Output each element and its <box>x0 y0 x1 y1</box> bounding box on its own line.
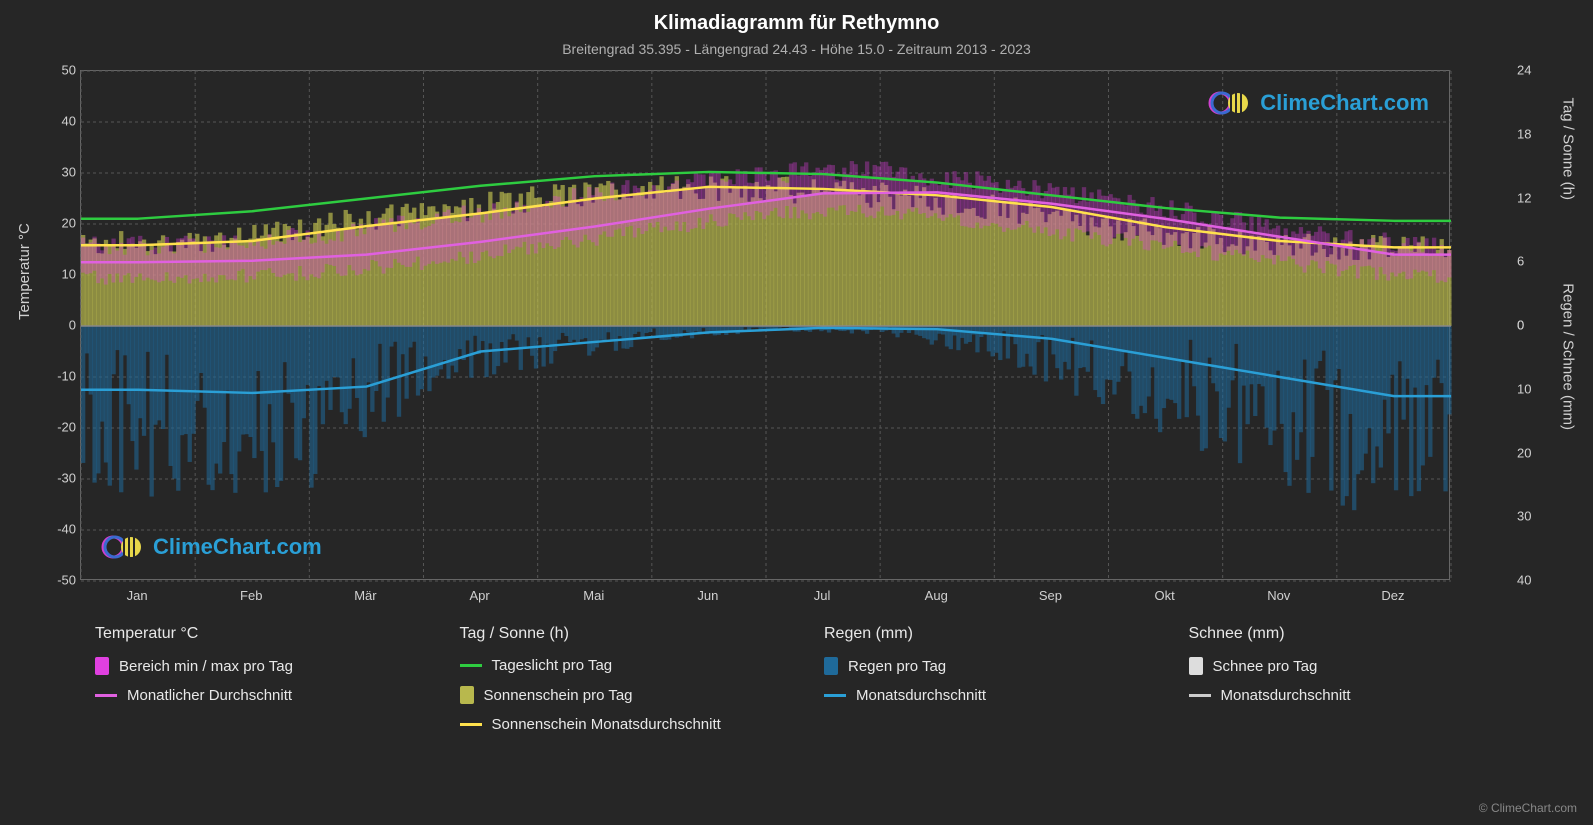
swatch-temp-avg <box>95 694 117 697</box>
xtick-month: Dez <box>1381 588 1404 603</box>
ytick-left: -40 <box>48 522 76 537</box>
chart-subtitle: Breitengrad 35.395 - Längengrad 24.43 - … <box>0 35 1593 57</box>
swatch-rain-line <box>824 694 846 697</box>
legend-header-rain: Regen (mm) <box>824 625 1169 643</box>
legend-col-sun: Tag / Sonne (h) Tageslicht pro Tag Sonne… <box>460 625 805 745</box>
legend-item-daylight: Tageslicht pro Tag <box>460 657 805 674</box>
xtick-month: Apr <box>469 588 489 603</box>
swatch-sunshine-bars <box>460 686 474 704</box>
y-axis-left-label: Temperatur °C <box>16 223 33 320</box>
y-axis-right-bottom-label: Regen / Schnee (mm) <box>1560 283 1577 430</box>
watermark-bottom: ClimeChart.com <box>101 533 322 561</box>
legend-label: Tageslicht pro Tag <box>492 657 613 674</box>
legend-label: Schnee pro Tag <box>1213 658 1318 675</box>
ytick-right-top: 24 <box>1517 63 1545 78</box>
legend-header-sun: Tag / Sonne (h) <box>460 625 805 643</box>
xtick-month: Mär <box>354 588 376 603</box>
xtick-month: Sep <box>1039 588 1062 603</box>
swatch-snow-bars <box>1189 657 1203 675</box>
ytick-left: 40 <box>48 114 76 129</box>
climechart-logo-icon <box>101 533 145 561</box>
ytick-right-bottom: 10 <box>1517 381 1545 396</box>
legend-item-temp-range: Bereich min / max pro Tag <box>95 657 440 675</box>
ytick-left: 30 <box>48 165 76 180</box>
legend-item-sunshine-bars: Sonnenschein pro Tag <box>460 686 805 704</box>
swatch-sunshine-line <box>460 723 482 726</box>
legend-label: Monatsdurchschnitt <box>1221 687 1351 704</box>
ytick-left: 20 <box>48 216 76 231</box>
xtick-month: Jan <box>127 588 148 603</box>
ytick-left: 50 <box>48 63 76 78</box>
legend-col-rain: Regen (mm) Regen pro Tag Monatsdurchschn… <box>824 625 1169 745</box>
ytick-right-top: 12 <box>1517 190 1545 205</box>
legend-item-temp-avg: Monatlicher Durchschnitt <box>95 687 440 704</box>
ytick-right-bottom: 0 <box>1517 318 1545 333</box>
xtick-month: Jun <box>697 588 718 603</box>
legend-label: Regen pro Tag <box>848 658 946 675</box>
legend-item-rain-avg: Monatsdurchschnitt <box>824 687 1169 704</box>
legend: Temperatur °C Bereich min / max pro Tag … <box>95 625 1533 745</box>
legend-label: Monatlicher Durchschnitt <box>127 687 292 704</box>
legend-item-rain-bars: Regen pro Tag <box>824 657 1169 675</box>
ytick-right-bottom: 20 <box>1517 445 1545 460</box>
legend-label: Sonnenschein pro Tag <box>484 687 633 704</box>
watermark-top-text: ClimeChart.com <box>1260 90 1429 116</box>
ytick-right-bottom: 40 <box>1517 573 1545 588</box>
xtick-month: Aug <box>925 588 948 603</box>
legend-item-snow-avg: Monatsdurchschnitt <box>1189 687 1534 704</box>
plot-area: ClimeChart.com ClimeChart.com <box>80 70 1450 580</box>
legend-label: Sonnenschein Monatsdurchschnitt <box>492 716 721 733</box>
ytick-left: -50 <box>48 573 76 588</box>
y-axis-right-top-label: Tag / Sonne (h) <box>1560 97 1577 200</box>
ytick-right-bottom: 30 <box>1517 509 1545 524</box>
ytick-left: -20 <box>48 420 76 435</box>
climechart-logo-icon <box>1208 89 1252 117</box>
legend-item-sunshine-avg: Sonnenschein Monatsdurchschnitt <box>460 716 805 733</box>
ytick-right-top: 6 <box>1517 254 1545 269</box>
swatch-temp-range <box>95 657 109 675</box>
legend-header-snow: Schnee (mm) <box>1189 625 1534 643</box>
ytick-left: -10 <box>48 369 76 384</box>
ytick-right-top: 18 <box>1517 126 1545 141</box>
chart-title: Klimadiagramm für Rethymno <box>0 0 1593 35</box>
xtick-month: Okt <box>1154 588 1174 603</box>
swatch-snow-line <box>1189 694 1211 697</box>
legend-label: Bereich min / max pro Tag <box>119 658 293 675</box>
xtick-month: Jul <box>814 588 831 603</box>
legend-item-snow-bars: Schnee pro Tag <box>1189 657 1534 675</box>
swatch-rain-bars <box>824 657 838 675</box>
copyright: © ClimeChart.com <box>1479 801 1577 815</box>
ytick-left: 10 <box>48 267 76 282</box>
watermark-top: ClimeChart.com <box>1208 89 1429 117</box>
legend-header-temp: Temperatur °C <box>95 625 440 643</box>
swatch-daylight <box>460 664 482 667</box>
legend-col-snow: Schnee (mm) Schnee pro Tag Monatsdurchsc… <box>1189 625 1534 745</box>
legend-col-temp: Temperatur °C Bereich min / max pro Tag … <box>95 625 440 745</box>
ytick-left: 0 <box>48 318 76 333</box>
xtick-month: Mai <box>583 588 604 603</box>
ytick-left: -30 <box>48 471 76 486</box>
legend-label: Monatsdurchschnitt <box>856 687 986 704</box>
watermark-bottom-text: ClimeChart.com <box>153 534 322 560</box>
chart-canvas <box>81 71 1449 579</box>
xtick-month: Feb <box>240 588 262 603</box>
xtick-month: Nov <box>1267 588 1290 603</box>
